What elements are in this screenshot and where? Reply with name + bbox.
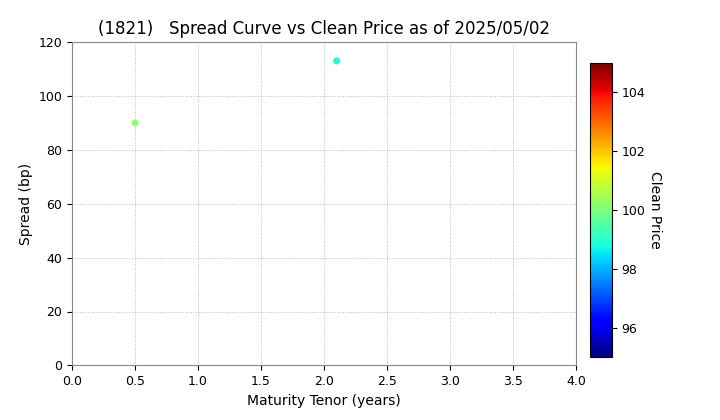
Y-axis label: Clean Price: Clean Price	[648, 171, 662, 249]
X-axis label: Maturity Tenor (years): Maturity Tenor (years)	[247, 394, 401, 408]
Point	[331, 58, 343, 64]
Y-axis label: Spread (bp): Spread (bp)	[19, 163, 33, 245]
Point	[130, 119, 141, 126]
Title: (1821)   Spread Curve vs Clean Price as of 2025/05/02: (1821) Spread Curve vs Clean Price as of…	[98, 20, 550, 38]
